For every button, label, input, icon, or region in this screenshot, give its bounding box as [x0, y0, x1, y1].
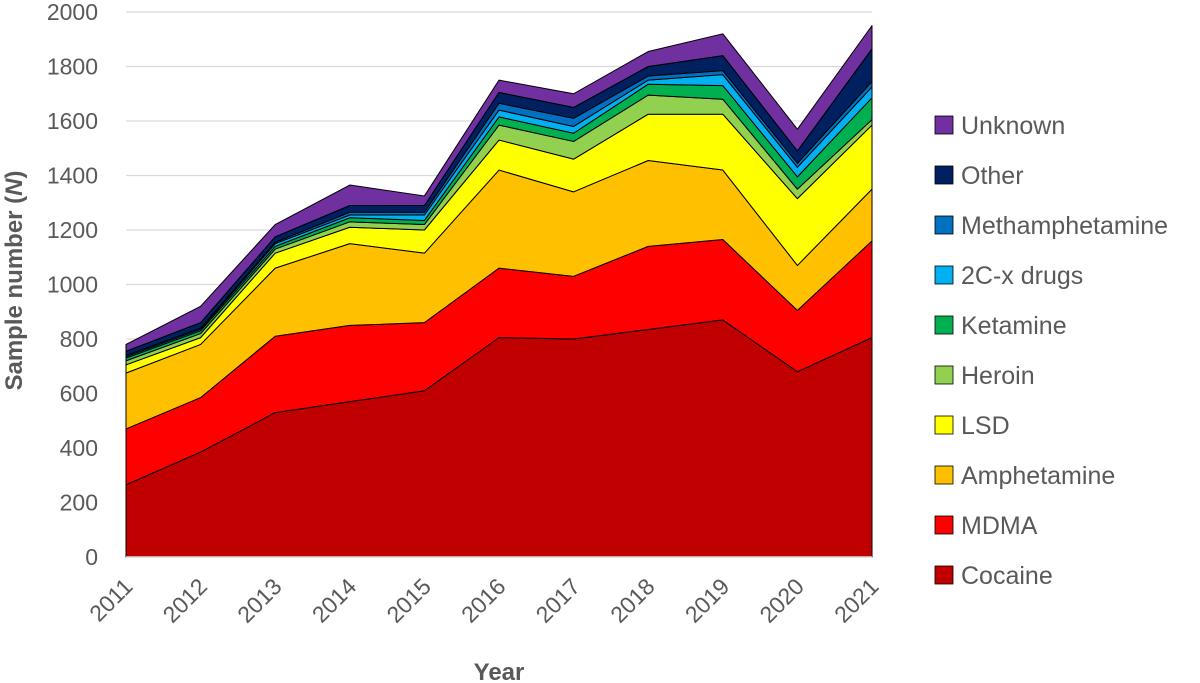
legend-item: Unknown — [934, 112, 1065, 140]
y-axis-title: Sample number (N) — [1, 170, 28, 390]
y-tick-label: 600 — [60, 381, 98, 407]
legend-item: Amphetamine — [934, 462, 1115, 490]
x-tick-label: 2018 — [605, 573, 660, 628]
y-tick-label: 0 — [85, 544, 98, 570]
legend-item: LSD — [934, 412, 1010, 440]
area-unknown — [125, 25, 873, 352]
legend: Unknown Other Methamphetamine 2C-x drugs Ket… — [934, 112, 1168, 590]
legend-item: Ketamine — [934, 312, 1067, 340]
legend-label: MDMA — [961, 512, 1038, 540]
y-tick-label: 200 — [60, 490, 98, 516]
x-tick-label: 2012 — [158, 573, 213, 628]
y-axis-ticks: 0 200 400 600 800 1000 1200 1400 1600 1800 2000 — [47, 0, 98, 570]
legend-label: Ketamine — [961, 312, 1067, 340]
legend-label: LSD — [961, 412, 1010, 440]
legend-swatch — [934, 315, 954, 335]
legend-swatch — [934, 115, 954, 135]
x-tick-label: 2015 — [381, 573, 436, 628]
x-tick-label: 2016 — [456, 573, 511, 628]
legend-label: Heroin — [961, 362, 1035, 390]
y-tick-label: 800 — [60, 326, 98, 352]
plot-areas — [125, 25, 873, 558]
legend-item: Heroin — [934, 362, 1035, 390]
legend-item: Methamphetamine — [934, 212, 1168, 240]
y-tick-label: 1600 — [47, 108, 98, 134]
legend-item: 2C-x drugs — [934, 262, 1083, 290]
legend-swatch — [934, 165, 954, 185]
legend-swatch — [934, 565, 954, 585]
legend-swatch — [934, 515, 954, 535]
y-tick-label: 1000 — [47, 272, 98, 298]
x-axis-ticks: 2011 2012 2013 2014 2015 2016 2017 2018 2019 2020… — [84, 573, 883, 628]
y-tick-label: 1200 — [47, 217, 98, 243]
x-tick-label: 2011 — [84, 573, 137, 626]
legend-label: Methamphetamine — [961, 212, 1168, 240]
x-tick-label: 2019 — [680, 573, 735, 628]
legend-swatch — [934, 465, 954, 485]
legend-swatch — [934, 215, 954, 235]
x-tick-label: 2021 — [829, 573, 884, 628]
legend-label: Unknown — [961, 112, 1065, 140]
legend-item: Cocaine — [934, 562, 1053, 590]
legend-label: Amphetamine — [961, 462, 1115, 490]
x-tick-label: 2017 — [531, 573, 586, 628]
y-tick-label: 1800 — [47, 54, 98, 80]
x-tick-label: 2013 — [232, 573, 287, 628]
legend-swatch — [934, 415, 954, 435]
legend-item: MDMA — [934, 512, 1038, 540]
x-axis-title: Year — [474, 659, 525, 683]
x-tick-label: 2020 — [754, 573, 809, 628]
y-tick-label: 1400 — [47, 163, 98, 189]
legend-label: Other — [961, 162, 1024, 190]
legend-swatch — [934, 265, 954, 285]
y-tick-label: 400 — [60, 435, 98, 461]
y-tick-label: 2000 — [47, 0, 98, 25]
legend-label: 2C-x drugs — [961, 262, 1083, 290]
x-tick-label: 2014 — [307, 573, 362, 628]
legend-label: Cocaine — [961, 562, 1053, 590]
legend-item: Other — [934, 162, 1024, 190]
legend-swatch — [934, 365, 954, 385]
